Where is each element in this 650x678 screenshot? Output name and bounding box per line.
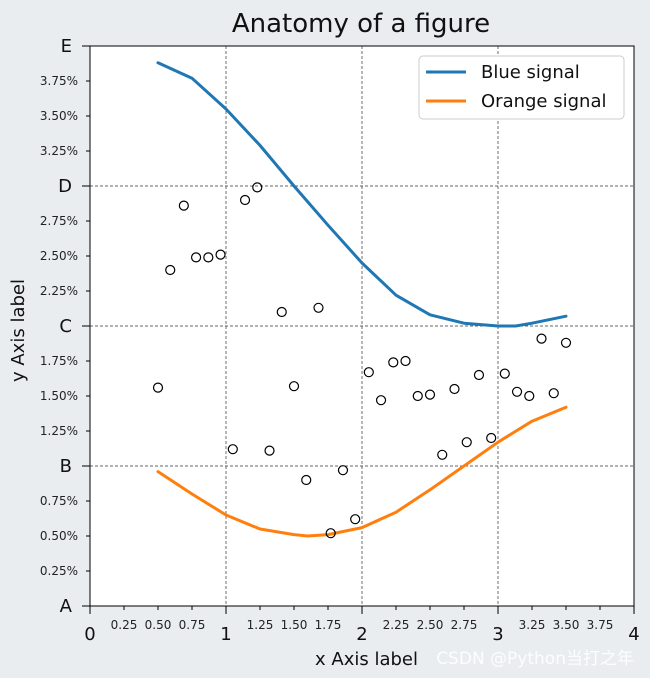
x-minor-tick-label: 2.75 bbox=[451, 618, 478, 632]
chart-title: Anatomy of a figure bbox=[232, 9, 490, 39]
scatter-point bbox=[190, 252, 202, 263]
scatter-point bbox=[511, 386, 523, 397]
blue-signal-line bbox=[156, 61, 568, 328]
y-major-tick-label: A bbox=[60, 596, 73, 617]
scatter-point bbox=[486, 432, 497, 444]
scatter-point bbox=[437, 449, 448, 460]
y-minor-tick-label: 3.50% bbox=[40, 109, 78, 123]
axis-ticks: 0 1 2 3 4 0.25 0.50 0.75 1.25 1.50 1.75 2.25 2.50 2.7… bbox=[40, 36, 640, 645]
scatter-point bbox=[325, 528, 336, 539]
x-minor-tick-label: 0.25 bbox=[111, 618, 138, 632]
y-minor-tick-label: 0.75% bbox=[40, 494, 78, 508]
scatter-point bbox=[239, 194, 251, 206]
y-minor-tick-label: 2.25% bbox=[40, 284, 78, 298]
scatter-point bbox=[375, 395, 387, 406]
scatter-point bbox=[400, 355, 411, 367]
y-minor-tick-label: 1.25% bbox=[40, 424, 78, 438]
scatter-point bbox=[363, 367, 374, 378]
scatter-point bbox=[227, 444, 238, 455]
x-minor-tick-label: 0.75 bbox=[179, 618, 206, 632]
x-axis-label: x Axis label bbox=[315, 649, 418, 670]
x-minor-tick-label: 1.25 bbox=[247, 618, 274, 632]
x-major-tick-label: 2 bbox=[356, 624, 367, 645]
x-minor-tick-label: 3.50 bbox=[553, 618, 580, 632]
x-minor-tick-label: 3.75 bbox=[587, 618, 614, 632]
x-major-tick-label: 1 bbox=[220, 624, 231, 645]
legend-label-orange: Orange signal bbox=[481, 91, 606, 112]
x-major-tick-label: 0 bbox=[84, 624, 95, 645]
scatter-point bbox=[264, 445, 275, 456]
scatter-point bbox=[424, 389, 436, 400]
x-major-tick-label: 3 bbox=[492, 624, 503, 645]
y-minor-tick-label: 3.25% bbox=[40, 144, 78, 158]
x-minor-tick-label: 3.25 bbox=[519, 618, 546, 632]
scatter-point bbox=[461, 437, 472, 448]
scatter-point bbox=[560, 337, 572, 348]
watermark: CSDN @Python当打之年 bbox=[436, 649, 634, 669]
legend: Blue signal Orange signal bbox=[418, 55, 625, 120]
scatter-point bbox=[313, 302, 324, 313]
y-minor-tick-label: 2.75% bbox=[40, 214, 78, 228]
scatter-point bbox=[203, 252, 214, 263]
y-major-tick-label: B bbox=[60, 456, 72, 477]
scatter-point bbox=[449, 383, 460, 395]
y-minor-tick-label: 1.50% bbox=[40, 389, 78, 403]
y-major-tick-label: D bbox=[58, 176, 72, 197]
scatter-point bbox=[152, 382, 164, 393]
scatter-point bbox=[536, 333, 547, 344]
scatter-point bbox=[252, 182, 263, 193]
scatter-point bbox=[337, 465, 349, 476]
y-axis-label: y Axis label bbox=[8, 279, 29, 382]
scatter-point bbox=[301, 474, 312, 486]
y-major-tick-label: C bbox=[59, 316, 72, 337]
x-major-tick-label: 4 bbox=[628, 624, 639, 645]
orange-signal-line bbox=[156, 405, 568, 538]
scatter-point bbox=[350, 514, 361, 525]
y-minor-tick-label: 0.50% bbox=[40, 529, 78, 543]
legend-box bbox=[418, 55, 625, 120]
scatter-point bbox=[412, 390, 423, 402]
scatter-point bbox=[276, 306, 287, 318]
series-layer bbox=[152, 61, 572, 539]
scatter-point bbox=[288, 381, 300, 392]
scatter-point bbox=[178, 200, 189, 211]
scatter-point bbox=[548, 388, 559, 399]
scatter-point bbox=[215, 249, 226, 260]
scatter-point bbox=[473, 369, 485, 381]
y-minor-tick-label: 2.50% bbox=[40, 249, 78, 263]
y-minor-tick-label: 0.25% bbox=[40, 564, 78, 578]
y-minor-tick-label: 3.75% bbox=[40, 74, 78, 88]
scatter-point bbox=[165, 264, 176, 276]
x-minor-tick-label: 2.50 bbox=[417, 618, 444, 632]
x-minor-tick-label: 0.50 bbox=[145, 618, 172, 632]
scatter-point bbox=[524, 390, 535, 402]
x-minor-tick-label: 2.25 bbox=[383, 618, 410, 632]
x-minor-tick-label: 1.75 bbox=[315, 618, 342, 632]
y-major-tick-label: E bbox=[61, 36, 72, 57]
legend-label-blue: Blue signal bbox=[481, 62, 580, 83]
x-minor-tick-label: 1.50 bbox=[281, 618, 308, 632]
scatter-point bbox=[388, 357, 399, 368]
scatter-point bbox=[499, 368, 510, 379]
y-minor-tick-label: 1.75% bbox=[40, 354, 78, 368]
